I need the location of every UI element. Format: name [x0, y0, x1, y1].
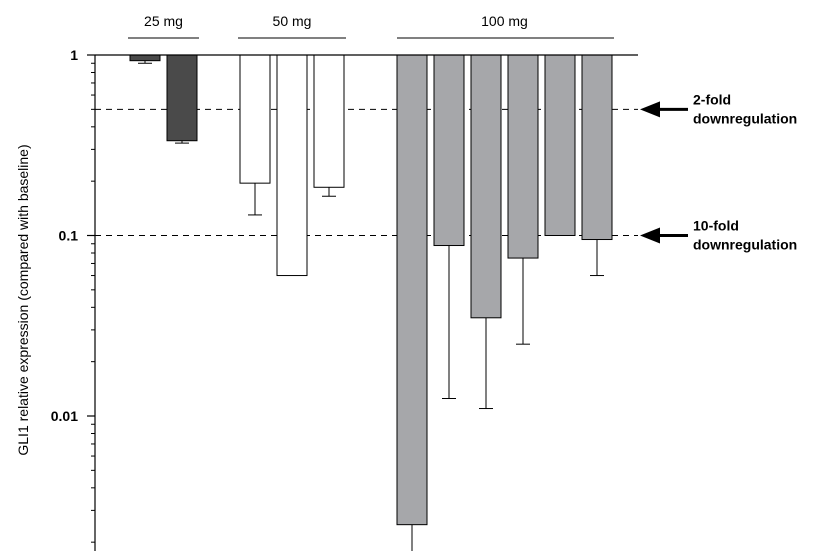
- group-labels: 25 mg 50 mg 100 mg: [128, 13, 614, 39]
- group-label: 100 mg: [481, 13, 528, 29]
- bar: [396, 54, 428, 526]
- group-label: 50 mg: [273, 13, 312, 29]
- bar: [239, 54, 271, 184]
- annotation-label: 10-fold: [693, 218, 739, 234]
- annotation-label: 2-fold: [693, 91, 731, 107]
- bar: [313, 54, 345, 188]
- bars: [129, 54, 613, 551]
- bar: [470, 54, 502, 319]
- tick-label: 0.1: [59, 228, 79, 244]
- bar: [581, 54, 613, 241]
- arrow-head: [640, 101, 660, 118]
- annotation-label: downregulation: [693, 237, 797, 253]
- tick-label: 0.01: [51, 408, 78, 424]
- bar: [129, 54, 161, 62]
- tick-label: 1: [70, 47, 78, 63]
- annotations: 2-fold downregulation 10-fold downregulatio…: [640, 91, 797, 253]
- y-axis-label: GLI1 relative expression (compared with …: [15, 144, 31, 455]
- bar: [166, 54, 198, 142]
- annotation-label: downregulation: [693, 110, 797, 126]
- arrow-head: [640, 227, 660, 244]
- bar: [433, 54, 465, 247]
- group-label: 25 mg: [144, 13, 183, 29]
- bar: [544, 54, 576, 236]
- bar: [276, 54, 308, 277]
- y-axis: 1 0.1 0.01: [51, 47, 638, 551]
- bar: [507, 54, 539, 259]
